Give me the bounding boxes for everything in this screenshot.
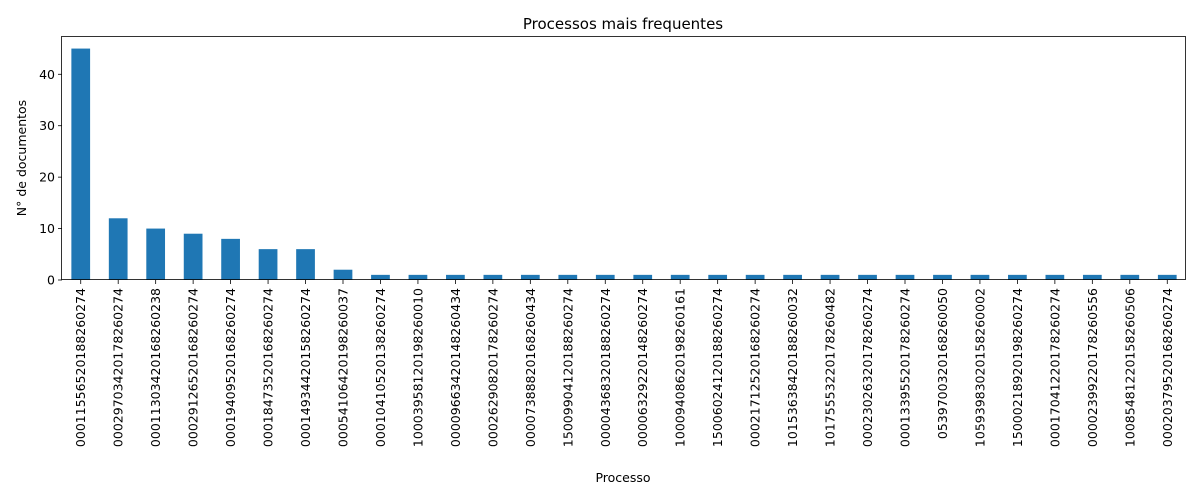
bar-10009408620198260161 xyxy=(670,274,690,280)
bar-00029703420178260274 xyxy=(108,218,128,280)
bar-00018473520168260274 xyxy=(258,249,278,280)
bar-15009904120188260274 xyxy=(558,274,578,280)
bar-00019409520168260274 xyxy=(221,238,240,280)
bar-10003958120198260010 xyxy=(408,274,428,280)
bar-00026290820178260274 xyxy=(483,274,503,280)
x-tick-label: 00009663420148260434 xyxy=(448,288,463,447)
bar-15006024120188260274 xyxy=(708,274,728,280)
y-tick-label: 40 xyxy=(39,67,55,82)
x-tick-label: 00014934420158260274 xyxy=(298,288,313,447)
x-tick-label: 10153638420188260032 xyxy=(785,288,800,447)
x-tick-label: 00013395520178260274 xyxy=(898,288,913,447)
x-tick-label: 00007388820168260434 xyxy=(523,288,538,447)
bar-00017041220178260274 xyxy=(1045,274,1065,280)
x-tick-label: 00017041220178260274 xyxy=(1047,288,1062,447)
x-tick-label: 00029126520168260274 xyxy=(186,288,201,447)
y-tick-label: 20 xyxy=(39,170,55,185)
x-tick-label: 00002399220178260556 xyxy=(1085,288,1100,447)
y-tick-label: 30 xyxy=(39,118,55,133)
x-tick-label: 10593983020158260002 xyxy=(972,288,987,447)
bar-15000218920198260274 xyxy=(1008,274,1027,280)
x-tick-label: 00004368320188260274 xyxy=(598,288,613,447)
x-tick-label: 00011556520188260274 xyxy=(73,288,88,447)
x-tick-label: 15000218920198260274 xyxy=(1010,288,1025,447)
bar-10175553220178260482 xyxy=(820,274,840,280)
bar-00029126520168260274 xyxy=(183,233,203,280)
bars-layer xyxy=(71,48,1177,280)
bar-00014934420158260274 xyxy=(296,249,315,280)
x-tick-label: 00054106420198260037 xyxy=(336,288,351,447)
bar-0539700320168260050 xyxy=(933,274,952,280)
x-tick-label: 00029703420178260274 xyxy=(111,288,126,447)
bar-10593983020158260002 xyxy=(970,274,990,280)
x-tick-label: 15009904120188260274 xyxy=(560,288,575,447)
bar-00011556520188260274 xyxy=(71,48,91,280)
x-tick-label: 00023026320178260274 xyxy=(860,288,875,447)
bar-00010410520138260274 xyxy=(371,274,390,280)
bar-00009663420148260434 xyxy=(446,274,465,280)
chart-title: Processos mais frequentes xyxy=(523,15,723,33)
x-axis: 00011556520188260274 00029703420178260274… xyxy=(73,280,1175,447)
x-tick-label: 10003958120198260010 xyxy=(410,288,425,447)
x-tick-label: 10175553220178260482 xyxy=(823,288,838,447)
y-axis: 0 10 20 30 40 xyxy=(39,67,62,288)
bar-00011303420168260238 xyxy=(146,228,166,280)
x-tick-label: 10009408620198260161 xyxy=(673,288,688,447)
bar-10085481220158260506 xyxy=(1120,274,1140,280)
bar-00054106420198260037 xyxy=(333,269,353,280)
x-tick-label: 00019409520168260274 xyxy=(223,288,238,447)
bar-00021712520168260274 xyxy=(745,274,765,280)
x-tick-label: 00011303420168260238 xyxy=(148,288,163,447)
y-tick-label: 10 xyxy=(39,221,55,236)
bar-10153638420188260032 xyxy=(783,274,802,280)
y-tick-label: 0 xyxy=(47,273,55,288)
bar-00002399220178260556 xyxy=(1082,274,1102,280)
bar-00007388820168260434 xyxy=(520,274,540,280)
bar-00020379520168260274 xyxy=(1157,274,1177,280)
bar-00004368320188260274 xyxy=(595,274,615,280)
bar-00023026320178260274 xyxy=(858,274,877,280)
x-tick-label: 00006329220148260274 xyxy=(635,288,650,447)
x-tick-label: 00026290820178260274 xyxy=(485,288,500,447)
bar-00013395520178260274 xyxy=(895,274,915,280)
x-tick-label: 00010410520138260274 xyxy=(373,288,388,447)
plot-frame xyxy=(61,36,1186,280)
x-axis-title: Processo xyxy=(595,470,650,485)
bar-00006329220148260274 xyxy=(633,274,653,280)
x-tick-label: 00020379520168260274 xyxy=(1160,288,1175,447)
x-tick-label: 00021712520168260274 xyxy=(748,288,763,447)
x-tick-label: 0539700320168260050 xyxy=(935,288,950,439)
x-tick-label: 15006024120188260274 xyxy=(710,288,725,447)
x-tick-label: 00018473520168260274 xyxy=(261,288,276,447)
y-axis-title: N° de documentos xyxy=(14,100,29,216)
x-tick-label: 10085481220158260506 xyxy=(1122,288,1137,447)
